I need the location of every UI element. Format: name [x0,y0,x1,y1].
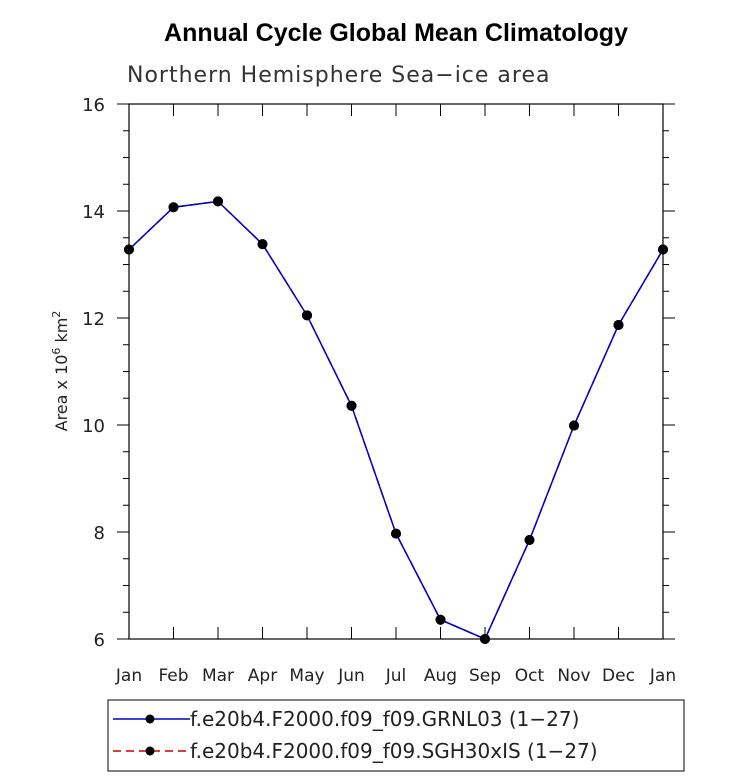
series-line-1 [128,200,664,640]
data-point-series-1 [569,420,579,431]
x-tick-label: May [289,666,324,686]
y-tick-label: 8 [94,523,105,544]
x-tick-label: Aug [424,666,457,686]
data-point-series-1 [124,244,134,255]
data-point-series-1 [213,196,223,207]
x-tick-label: Nov [557,666,590,686]
axis-ticks [117,103,675,640]
series-group [124,196,668,644]
y-tick-label: 12 [82,309,105,330]
y-tick-label: 16 [82,95,105,116]
x-tick-label: Feb [158,666,188,686]
x-tick-label: Dec [602,666,635,686]
legend: f.e20b4.F2000.f09_f09.GRNL03 (1−27) f.e2… [107,699,685,772]
data-point-series-1 [613,319,624,330]
x-tick-label: Jun [337,666,365,686]
legend-label-series-1: f.e20b4.F2000.f09_f09.GRNL03 (1−27) [190,707,579,731]
legend-label-series-2: f.e20b4.F2000.f09_f09.SGH30xIS (1−27) [190,739,598,763]
data-point-series-1 [435,614,446,625]
y-tick-label: 14 [82,202,105,223]
x-tick-label: Sep [469,666,501,686]
x-tick-label: Jan [115,666,142,686]
data-point-series-1 [658,244,668,255]
data-point-series-1 [524,535,535,546]
y-tick-labels: 6 8 10 12 14 16 [82,95,105,651]
data-point-series-1 [168,202,179,213]
x-tick-label: Oct [515,666,545,686]
data-point-series-1 [346,400,357,411]
series-line-2 [128,200,664,640]
legend-marker-series-2 [145,746,155,756]
legend-box [107,699,685,772]
x-tick-label: Jul [385,666,407,686]
data-point-series-1 [302,310,312,321]
x-tick-label: Mar [202,666,234,686]
x-tick-label: Apr [248,666,277,686]
data-point-series-1 [480,634,490,644]
chart-title: Annual Cycle Global Mean Climatology [164,19,628,47]
chart-subtitle: Northern Hemisphere Sea−ice area [127,63,551,88]
x-tick-labels: Jan Feb Mar Apr May Jun Jul Aug Sep Oct Nov Dec Jan [115,666,676,686]
y-axis-label: Area x 106 km2 [50,311,71,432]
plot-frame [128,103,664,640]
x-tick-label: Jan [649,666,676,686]
y-tick-label: 10 [82,416,105,437]
y-tick-label: 6 [94,630,105,651]
data-point-series-1 [391,528,401,539]
data-point-series-1 [257,239,268,250]
legend-marker-series-1 [145,714,155,724]
